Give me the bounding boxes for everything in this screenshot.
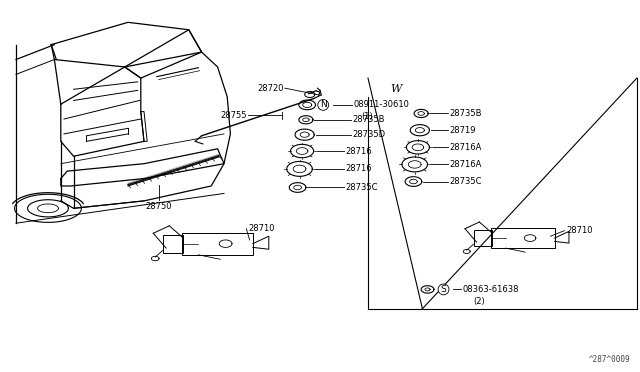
- Bar: [163, 235, 183, 253]
- Text: S: S: [441, 285, 446, 294]
- Text: 28710: 28710: [248, 224, 275, 233]
- Text: 08363-61638: 08363-61638: [462, 285, 518, 294]
- Text: 28750: 28750: [145, 202, 172, 211]
- Text: (1): (1): [362, 112, 373, 121]
- Text: W: W: [390, 84, 402, 94]
- Text: 28735B: 28735B: [449, 109, 482, 118]
- Text: 28716: 28716: [346, 164, 372, 173]
- Text: N: N: [320, 100, 326, 109]
- Polygon shape: [128, 154, 219, 186]
- Text: 28735C: 28735C: [449, 177, 482, 186]
- Bar: [182, 232, 253, 255]
- Text: 28735C: 28735C: [346, 183, 378, 192]
- Text: 28735B: 28735B: [352, 115, 385, 124]
- Text: 28755: 28755: [220, 111, 246, 120]
- Text: 28710: 28710: [566, 226, 593, 235]
- Bar: [474, 230, 492, 246]
- Bar: [491, 228, 555, 248]
- Text: 08911-30610: 08911-30610: [353, 100, 409, 109]
- Text: (2): (2): [474, 297, 485, 306]
- Text: 28716A: 28716A: [449, 160, 482, 169]
- Text: 28716A: 28716A: [449, 143, 482, 152]
- Text: 28716: 28716: [346, 147, 372, 155]
- Text: 28719: 28719: [449, 126, 476, 135]
- Text: 28720: 28720: [257, 84, 284, 93]
- Text: ^287^0009: ^287^0009: [589, 355, 630, 364]
- Text: 28735D: 28735D: [352, 130, 385, 139]
